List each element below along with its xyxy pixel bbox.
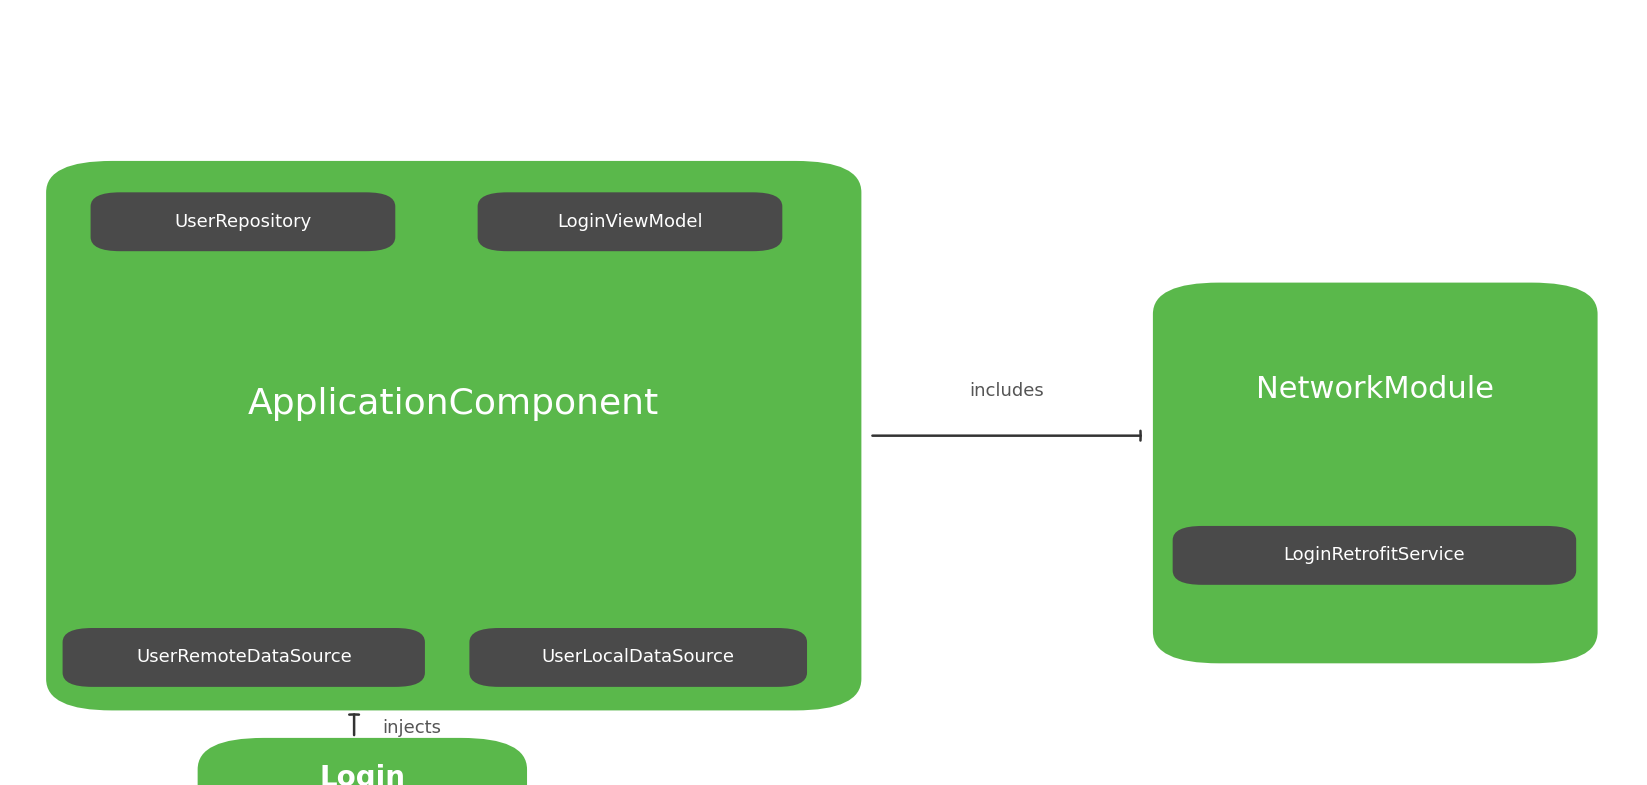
FancyBboxPatch shape — [198, 738, 527, 785]
Text: NetworkModule: NetworkModule — [1257, 374, 1494, 403]
FancyBboxPatch shape — [1153, 283, 1598, 663]
Text: LoginRetrofitService: LoginRetrofitService — [1283, 546, 1466, 564]
Text: UserRepository: UserRepository — [175, 213, 311, 231]
FancyBboxPatch shape — [478, 192, 782, 251]
Text: includes: includes — [968, 382, 1044, 400]
Text: UserRemoteDataSource: UserRemoteDataSource — [137, 648, 351, 666]
FancyBboxPatch shape — [46, 161, 861, 710]
FancyBboxPatch shape — [63, 628, 425, 687]
FancyBboxPatch shape — [91, 192, 395, 251]
Text: UserLocalDataSource: UserLocalDataSource — [542, 648, 735, 666]
Text: ApplicationComponent: ApplicationComponent — [249, 387, 659, 422]
Text: LoginViewModel: LoginViewModel — [557, 213, 703, 231]
FancyBboxPatch shape — [469, 628, 807, 687]
Text: Login
Activity: Login Activity — [303, 764, 422, 785]
FancyBboxPatch shape — [1173, 526, 1576, 585]
Text: injects: injects — [382, 720, 441, 737]
